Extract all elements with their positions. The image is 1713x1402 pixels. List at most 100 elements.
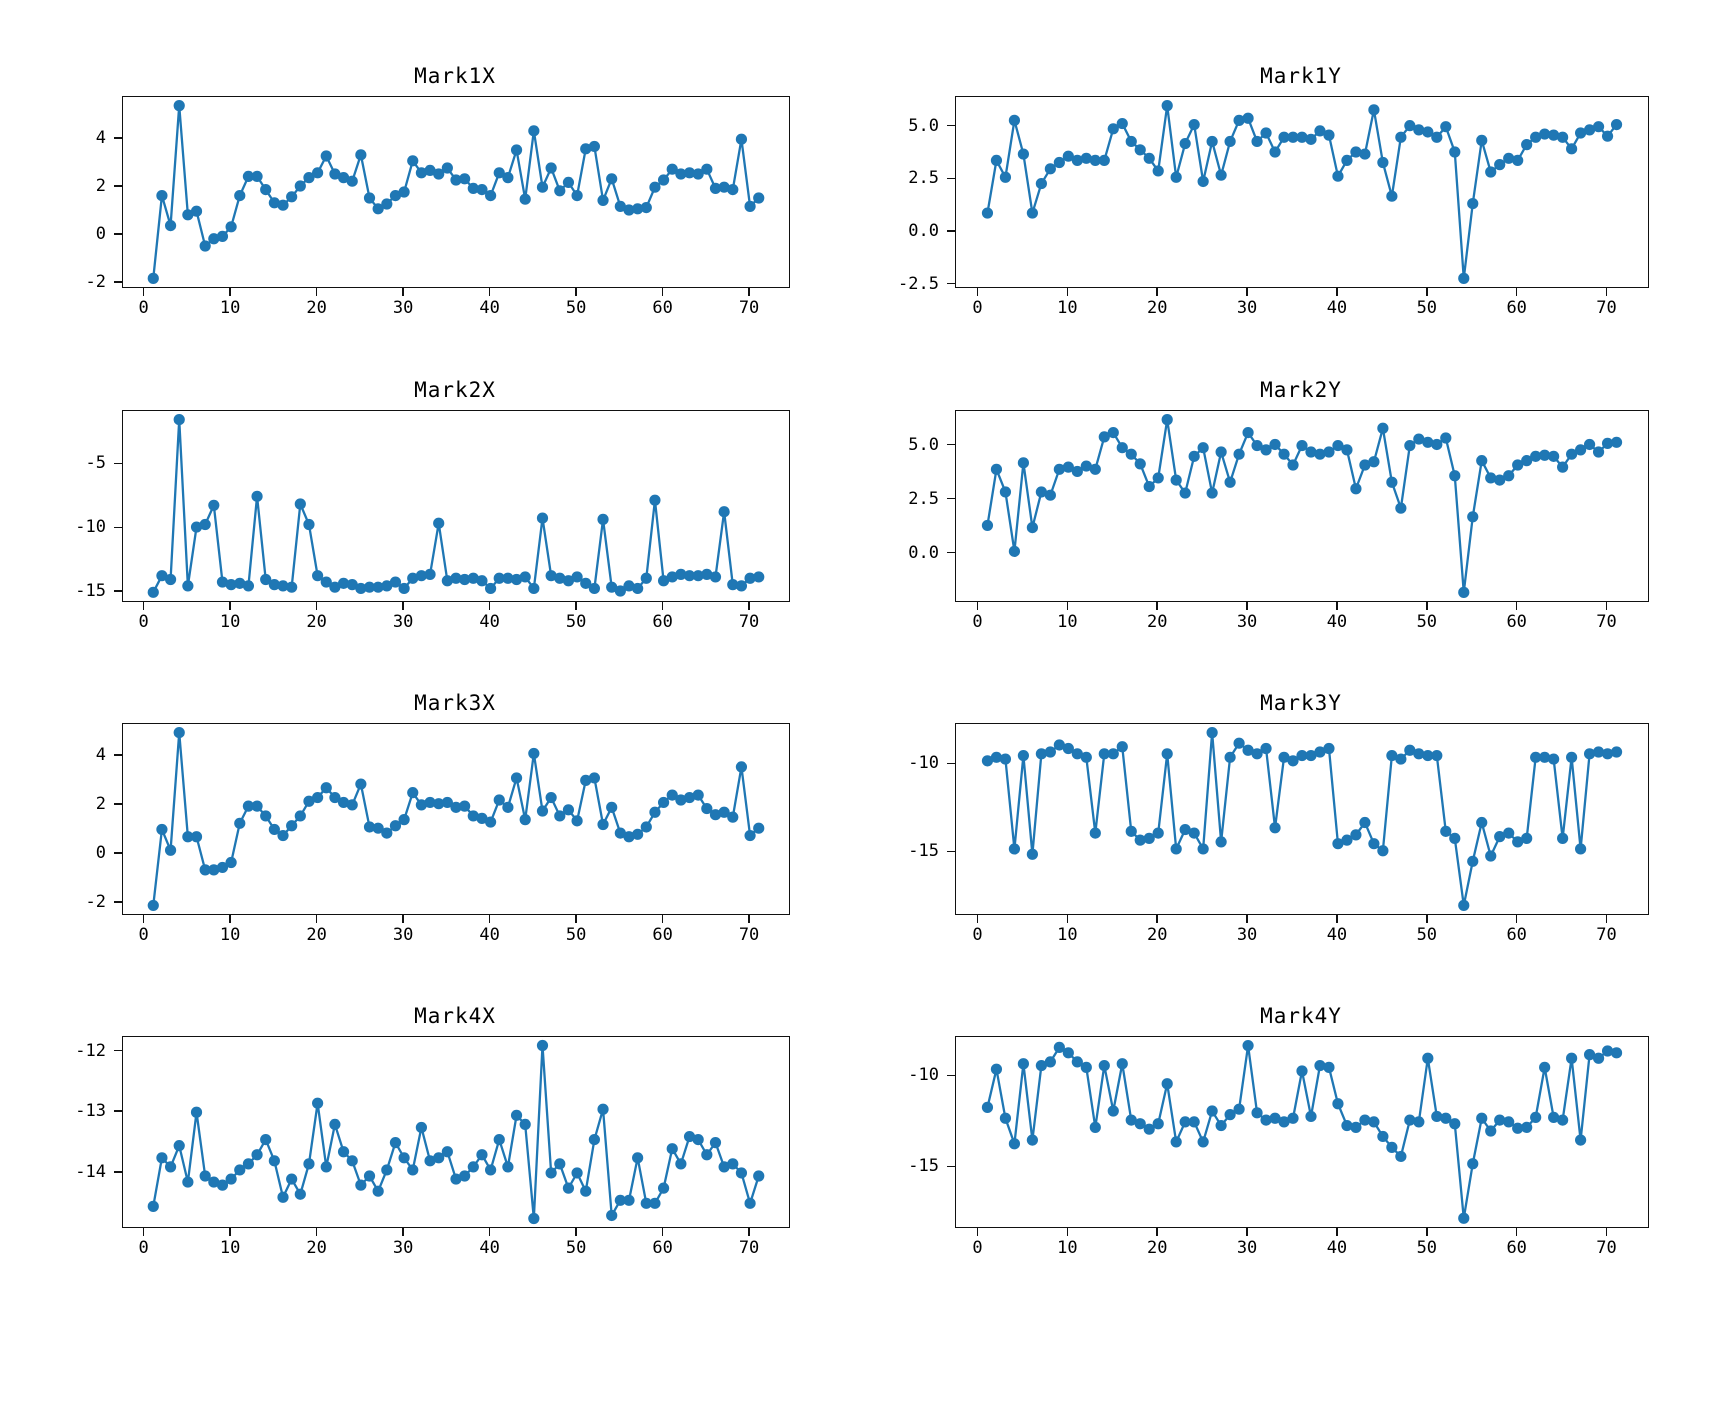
data-point-marker bbox=[173, 413, 185, 426]
data-point-marker bbox=[1053, 156, 1065, 169]
x-tick-label: 10 bbox=[219, 1238, 241, 1258]
data-point-marker bbox=[407, 572, 419, 584]
data-point-marker bbox=[657, 174, 670, 186]
y-tick-label: -10 bbox=[908, 753, 939, 774]
x-tick-label: 50 bbox=[565, 925, 587, 945]
data-point-marker bbox=[459, 573, 471, 586]
data-point-marker bbox=[294, 1188, 306, 1200]
data-point-marker bbox=[1395, 502, 1407, 514]
x-tick-mark bbox=[1156, 914, 1158, 923]
data-point-marker bbox=[320, 1161, 332, 1173]
x-tick-mark bbox=[229, 914, 231, 923]
data-point-marker bbox=[1557, 131, 1569, 143]
data-point-marker bbox=[182, 209, 194, 221]
data-point-marker bbox=[718, 181, 730, 193]
line-series-mark4y bbox=[981, 1039, 1623, 1224]
subplot-mark2x: Mark2X -5 -10 -15 0 10 20 30 40 50 60 70 bbox=[22, 378, 808, 640]
data-point-marker bbox=[1170, 474, 1182, 486]
y-tick-mark bbox=[947, 1165, 955, 1168]
data-point-marker bbox=[1215, 446, 1227, 458]
data-point-marker bbox=[1485, 1125, 1497, 1137]
x-tick-mark bbox=[488, 1227, 491, 1236]
x-tick-label: 40 bbox=[479, 612, 500, 632]
data-point-marker bbox=[1458, 899, 1470, 911]
data-point-marker bbox=[1458, 272, 1470, 284]
x-tick-mark bbox=[1156, 287, 1158, 296]
data-point-marker bbox=[981, 755, 994, 767]
x-tick-mark bbox=[1066, 601, 1069, 610]
data-point-marker bbox=[1251, 1107, 1263, 1119]
data-point-marker bbox=[1575, 843, 1587, 855]
data-point-marker bbox=[1296, 1065, 1308, 1077]
x-tick-label: 10 bbox=[1057, 1238, 1078, 1258]
x-tick-label: 0 bbox=[138, 925, 149, 945]
data-point-marker bbox=[199, 240, 211, 252]
data-point-marker bbox=[1413, 748, 1425, 760]
data-point-marker bbox=[536, 181, 549, 193]
x-tick-label: 10 bbox=[1057, 612, 1078, 632]
y-tick-mark bbox=[947, 1074, 955, 1077]
data-point-marker bbox=[614, 827, 626, 839]
data-point-marker bbox=[363, 821, 376, 833]
data-point-marker bbox=[1269, 1112, 1281, 1124]
data-point-marker bbox=[407, 155, 419, 167]
x-tick-label: 40 bbox=[1326, 298, 1348, 318]
data-point-marker bbox=[718, 1161, 730, 1173]
data-point-marker bbox=[981, 1101, 994, 1113]
data-point-marker bbox=[709, 182, 722, 194]
x-tick-label: 70 bbox=[1596, 1238, 1617, 1258]
data-point-marker bbox=[1260, 1114, 1272, 1126]
x-tick-label: 0 bbox=[972, 1238, 983, 1258]
x-tick-label: 30 bbox=[392, 612, 414, 632]
data-point-marker bbox=[1557, 832, 1569, 844]
data-point-marker bbox=[1431, 749, 1443, 762]
x-tick-label: 30 bbox=[392, 298, 414, 318]
data-point-marker bbox=[1107, 1105, 1119, 1117]
data-point-marker bbox=[1026, 1134, 1038, 1146]
data-point-marker bbox=[1161, 414, 1173, 426]
data-point-marker bbox=[441, 575, 453, 587]
x-tick-label: 60 bbox=[652, 298, 673, 318]
data-point-marker bbox=[1467, 511, 1479, 523]
data-point-marker bbox=[753, 571, 765, 583]
x-tick-label: 70 bbox=[1596, 612, 1617, 632]
data-point-marker bbox=[389, 1137, 402, 1149]
data-point-marker bbox=[614, 200, 626, 212]
y-tick-mark bbox=[947, 551, 955, 554]
x-tick-mark bbox=[315, 287, 318, 296]
data-point-marker bbox=[476, 184, 488, 196]
x-tick-label: 20 bbox=[1146, 298, 1168, 318]
data-point-marker bbox=[415, 1121, 427, 1134]
data-point-marker bbox=[519, 814, 531, 826]
data-point-marker bbox=[1008, 843, 1021, 855]
data-point-marker bbox=[1485, 472, 1497, 484]
data-point-marker bbox=[999, 486, 1012, 498]
data-point-marker bbox=[156, 823, 168, 836]
data-point-marker bbox=[1071, 748, 1083, 760]
data-point-marker bbox=[1332, 170, 1344, 182]
series-line bbox=[152, 105, 760, 279]
data-point-marker bbox=[1341, 1119, 1353, 1132]
data-point-marker bbox=[1080, 460, 1092, 472]
data-point-marker bbox=[528, 125, 540, 137]
data-point-marker bbox=[372, 581, 384, 593]
data-point-marker bbox=[381, 580, 393, 592]
data-point-marker bbox=[1476, 816, 1488, 829]
x-tick-label: 20 bbox=[1146, 925, 1168, 945]
plot-title-mark3x: Mark3X bbox=[414, 691, 496, 715]
x-tick-mark bbox=[1605, 287, 1608, 296]
data-point-marker bbox=[675, 1158, 687, 1170]
data-point-marker bbox=[303, 172, 315, 184]
data-point-marker bbox=[1422, 436, 1434, 448]
data-point-marker bbox=[999, 753, 1012, 765]
x-tick-label: 70 bbox=[1596, 298, 1617, 318]
data-point-marker bbox=[1413, 1116, 1425, 1128]
data-point-marker bbox=[1440, 121, 1452, 133]
data-point-marker bbox=[346, 1155, 358, 1167]
subplot-mark1y: Mark1Y -2.5 0.0 2.5 5.0 0 10 20 30 40 50 60 70 bbox=[855, 64, 1667, 326]
data-point-marker bbox=[1125, 825, 1137, 837]
data-point-marker bbox=[337, 172, 350, 184]
data-point-marker bbox=[709, 571, 722, 583]
data-point-marker bbox=[1575, 127, 1587, 139]
data-point-marker bbox=[502, 572, 514, 584]
